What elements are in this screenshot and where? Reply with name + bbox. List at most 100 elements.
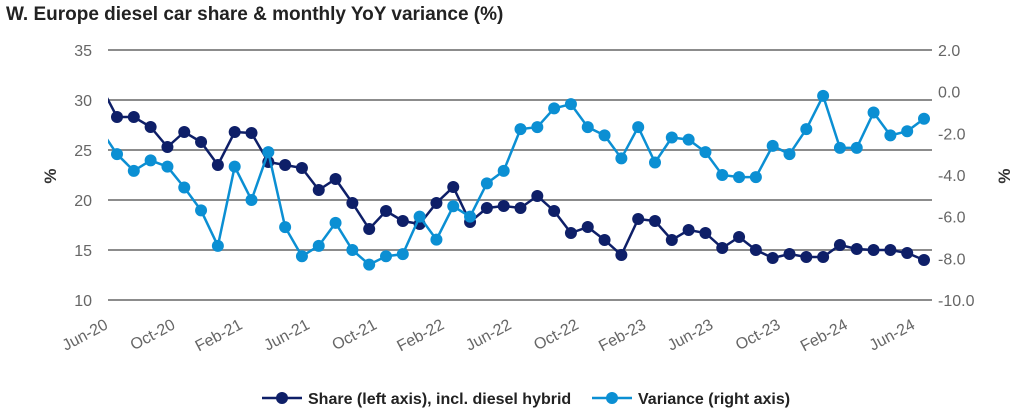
data-point-variance bbox=[733, 171, 746, 184]
data-point-share bbox=[279, 159, 292, 171]
y-left-tick-label: 30 bbox=[74, 93, 92, 110]
y-right-tick-label: 0.0 bbox=[938, 85, 960, 102]
data-point-share bbox=[581, 221, 594, 233]
legend-marker bbox=[606, 392, 618, 404]
y-left-tick-label: 10 bbox=[74, 293, 92, 310]
data-point-variance bbox=[649, 156, 661, 169]
data-point-variance bbox=[363, 258, 376, 271]
legend-marker bbox=[276, 392, 288, 404]
data-point-share bbox=[749, 244, 762, 256]
data-point-share bbox=[514, 202, 527, 214]
data-point-variance bbox=[127, 164, 140, 177]
data-point-variance bbox=[329, 216, 342, 229]
data-point-share bbox=[833, 239, 846, 251]
data-point-share bbox=[396, 215, 409, 227]
x-tick-label: Oct-20 bbox=[128, 316, 178, 354]
data-point-variance bbox=[749, 171, 762, 184]
data-point-variance bbox=[699, 146, 712, 159]
data-point-variance bbox=[295, 250, 308, 263]
data-point-share bbox=[312, 184, 325, 196]
data-point-variance bbox=[632, 121, 645, 134]
y-left-tick-label: 35 bbox=[74, 43, 92, 60]
data-point-variance bbox=[161, 160, 174, 173]
data-point-share bbox=[682, 224, 695, 236]
y-right-tick-label: -4.0 bbox=[938, 168, 966, 185]
data-point-variance bbox=[716, 169, 729, 181]
data-point-variance bbox=[480, 177, 493, 190]
data-point-variance bbox=[262, 146, 275, 159]
y-right-tick-label: -2.0 bbox=[938, 126, 966, 143]
data-point-share bbox=[800, 251, 813, 263]
data-point-variance bbox=[346, 244, 359, 256]
data-point-share bbox=[430, 197, 443, 209]
data-point-variance bbox=[531, 121, 544, 134]
x-tick-label: Feb-22 bbox=[394, 316, 447, 355]
data-point-share bbox=[850, 243, 863, 255]
data-point-variance bbox=[380, 250, 392, 263]
data-point-variance bbox=[783, 148, 796, 161]
data-point-share bbox=[817, 251, 830, 263]
data-point-variance bbox=[598, 129, 611, 142]
y-right-tick-label: -10.0 bbox=[938, 293, 975, 310]
data-point-share bbox=[497, 200, 510, 212]
data-point-share bbox=[295, 162, 308, 174]
y-left-tick-label: 15 bbox=[74, 243, 92, 260]
data-point-variance bbox=[413, 210, 426, 223]
data-point-share bbox=[901, 247, 914, 259]
data-point-variance bbox=[564, 98, 577, 111]
data-point-share bbox=[178, 126, 191, 138]
data-point-share bbox=[127, 111, 140, 123]
data-point-variance bbox=[195, 204, 208, 217]
data-point-variance bbox=[766, 139, 779, 152]
legend-label: Share (left axis), incl. diesel hybrid bbox=[308, 391, 571, 408]
data-point-variance bbox=[901, 125, 914, 138]
data-point-share bbox=[615, 249, 628, 261]
x-tick-label: Feb-23 bbox=[596, 316, 649, 355]
data-point-share bbox=[480, 202, 493, 214]
y-left-axis-title: % bbox=[41, 168, 60, 183]
data-point-variance bbox=[464, 210, 477, 223]
data-point-share bbox=[144, 121, 157, 133]
series-line-share bbox=[108, 97, 925, 262]
legend-label: Variance (right axis) bbox=[638, 391, 790, 408]
data-point-share bbox=[363, 223, 376, 235]
x-tick-label: Jun-20 bbox=[60, 316, 111, 354]
data-point-variance bbox=[850, 141, 863, 154]
data-point-share bbox=[564, 227, 577, 239]
data-point-variance bbox=[514, 123, 527, 136]
data-point-share bbox=[733, 231, 746, 243]
data-point-share bbox=[161, 141, 174, 153]
data-point-share bbox=[111, 111, 123, 123]
y-left-tick-label: 25 bbox=[74, 143, 92, 160]
data-point-share bbox=[211, 159, 224, 171]
data-point-share bbox=[346, 197, 359, 209]
x-tick-label: Oct-21 bbox=[330, 316, 380, 354]
data-point-share bbox=[632, 213, 645, 225]
data-point-share bbox=[548, 205, 561, 217]
data-point-variance bbox=[430, 233, 443, 246]
data-point-variance bbox=[918, 112, 930, 125]
series-line-variance bbox=[108, 92, 925, 267]
data-point-share bbox=[665, 234, 678, 246]
y-right-tick-label: -6.0 bbox=[938, 210, 966, 227]
data-point-variance bbox=[800, 123, 813, 136]
data-point-share bbox=[329, 173, 342, 185]
x-tick-label: Jun-23 bbox=[665, 316, 716, 354]
data-point-share bbox=[531, 190, 544, 202]
data-point-variance bbox=[581, 121, 594, 134]
data-point-variance bbox=[396, 248, 409, 261]
data-point-share bbox=[766, 252, 779, 264]
data-point-share bbox=[783, 248, 796, 260]
data-point-variance bbox=[228, 160, 241, 173]
data-point-variance bbox=[817, 89, 830, 102]
x-tick-label: Jun-22 bbox=[463, 316, 514, 354]
data-point-variance bbox=[615, 152, 628, 165]
data-point-variance bbox=[682, 133, 695, 146]
data-point-variance bbox=[144, 154, 157, 167]
y-right-axis-title: % bbox=[995, 168, 1014, 183]
chart-title: W. Europe diesel car share & monthly YoY… bbox=[6, 4, 504, 25]
y-right-tick-label: -8.0 bbox=[938, 251, 966, 268]
data-point-variance bbox=[867, 106, 880, 119]
data-point-share bbox=[918, 254, 930, 266]
